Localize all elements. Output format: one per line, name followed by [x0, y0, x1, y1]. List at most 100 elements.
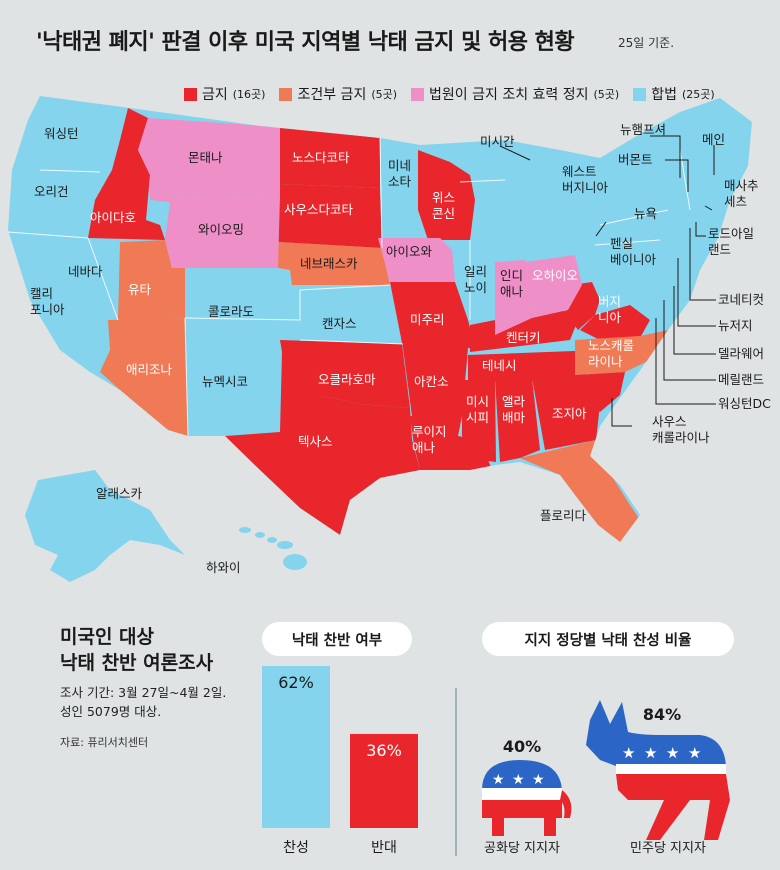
- legend-item-legal: 합법 (25곳): [633, 84, 715, 104]
- state-montana[interactable]: [138, 118, 280, 202]
- svg-text:★: ★: [666, 744, 679, 762]
- state-south-carolina[interactable]: [575, 372, 625, 412]
- party-category-label: 민주당 지지자: [630, 841, 706, 856]
- party-value-label: 40%: [503, 737, 541, 756]
- svg-text:★: ★: [532, 772, 545, 788]
- survey-info: 조사 기간: 3월 27일~4월 2일. 성인 5079명 대상.: [60, 683, 226, 721]
- legend-swatch-suspended: [411, 87, 425, 101]
- label-wyoming: 와이오밍: [198, 222, 244, 237]
- state-florida[interactable]: [520, 440, 640, 542]
- state-alaska[interactable]: [25, 470, 185, 582]
- label-maine: 메인: [702, 132, 725, 147]
- donkey-icon: ★ ★ ★ ★: [586, 700, 730, 840]
- state-wyoming[interactable]: [165, 192, 280, 268]
- state-labels: 워싱턴 오리건 캘리 포니아 네바다 아이다호 몬태나 와이오밍 유타 애리조나 …: [30, 122, 771, 575]
- label-utah: 유타: [128, 282, 152, 297]
- label-vermont: 버몬트: [618, 152, 653, 167]
- legend-label: 금지: [202, 87, 228, 103]
- bar-0: [262, 666, 330, 828]
- legend-swatch-legal: [633, 87, 647, 101]
- label-texas: 텍사스: [298, 434, 333, 449]
- state-missouri[interactable]: [390, 282, 475, 348]
- legend-item-suspended: 법원이 금지 조치 효력 정지 (5곳): [411, 84, 619, 104]
- bar-1: [350, 733, 418, 828]
- svg-text:★: ★: [622, 744, 635, 762]
- label-idaho: 아이다호: [90, 210, 136, 225]
- svg-text:★: ★: [644, 744, 657, 762]
- state-idaho[interactable]: [88, 108, 165, 240]
- label-new-hampshire: 뉴햄프셔: [620, 122, 666, 137]
- state-nebraska[interactable]: [278, 242, 390, 285]
- label-montana: 몬태나: [188, 150, 223, 165]
- label-new-jersey: 뉴저지: [718, 318, 753, 333]
- legend-swatch-conditional: [279, 87, 293, 101]
- label-alabama: 앨라 배마: [502, 394, 526, 425]
- legend-count: (5곳): [371, 88, 398, 101]
- label-west-virginia: 웨스트 버지니아: [562, 164, 609, 195]
- survey-title-line1: 미국인 대상: [60, 626, 155, 648]
- state-south-dakota[interactable]: [278, 184, 382, 248]
- state-arizona[interactable]: [100, 318, 188, 436]
- state-tennessee[interactable]: [468, 350, 600, 382]
- svg-text:★: ★: [688, 744, 701, 762]
- label-kansas: 캔자스: [322, 316, 357, 331]
- state-mississippi[interactable]: [462, 380, 496, 462]
- elephant-icon: ★ ★ ★: [482, 760, 572, 836]
- chart1-title: 낙태 찬반 여부: [262, 622, 412, 656]
- state-iowa[interactable]: [378, 238, 455, 282]
- svg-text:★: ★: [512, 772, 525, 788]
- state-texas[interactable]: [225, 352, 420, 535]
- state-kentucky[interactable]: [470, 308, 578, 352]
- bar-category-label: 반대: [371, 840, 397, 856]
- legend-count: (25곳): [681, 88, 715, 101]
- state-georgia[interactable]: [532, 375, 600, 450]
- bar-chart: 62% 찬성 36% 반대: [262, 666, 418, 856]
- state-indiana[interactable]: [495, 260, 532, 335]
- svg-text:★: ★: [492, 772, 505, 788]
- legend-item-conditional: 조건부 금지 (5곳): [279, 84, 397, 104]
- label-oklahoma: 오클라호마: [318, 372, 376, 387]
- label-minnesota: 미네 소타: [388, 158, 412, 189]
- label-michigan: 미시간: [480, 134, 515, 149]
- state-ohio[interactable]: [525, 255, 582, 318]
- label-south-carolina: 사우스 캐롤라이나: [652, 414, 710, 445]
- state-hawaii[interactable]: [239, 527, 307, 570]
- state-alabama[interactable]: [495, 378, 540, 462]
- label-south-dakota: 사우스다코타: [284, 202, 354, 217]
- page-title: '낙태권 폐지' 판결 이후 미국 지역별 낙태 금지 및 허용 현황: [36, 30, 575, 55]
- state-north-carolina[interactable]: [575, 330, 668, 375]
- state-louisiana[interactable]: [410, 416, 492, 470]
- label-dc: 워싱턴DC: [718, 396, 771, 411]
- survey-title: 미국인 대상 낙태 찬반 여론조사: [60, 624, 213, 676]
- party-value-label: 84%: [643, 705, 681, 724]
- bar-category-label: 찬성: [283, 840, 309, 856]
- label-delaware: 델라웨어: [718, 346, 764, 361]
- leader-lines: [499, 135, 716, 427]
- label-alaska: 알래스카: [96, 486, 143, 501]
- label-north-carolina: 노스캐롤 라이나: [588, 338, 634, 369]
- state-arkansas[interactable]: [403, 348, 468, 416]
- survey-source: 자료: 퓨리서치센터: [60, 736, 149, 749]
- legend-count: (5곳): [593, 88, 620, 101]
- state-oklahoma[interactable]: [280, 340, 410, 408]
- party-category-label: 공화당 지지자: [484, 841, 560, 856]
- party-chart: ★ ★ ★ ★ ★ ★ ★ 40% 공화당 지지자 84% 민주당 지지자: [482, 700, 730, 856]
- state-utah[interactable]: [118, 240, 185, 320]
- us-map: 워싱턴 오리건 캘리 포니아 네바다 아이다호 몬태나 와이오밍 유타 애리조나 …: [7, 96, 771, 582]
- label-wisconsin: 위스 콘신: [432, 190, 455, 221]
- label-north-dakota: 노스다코타: [292, 150, 350, 165]
- state-north-dakota[interactable]: [280, 127, 380, 188]
- divider: [455, 688, 457, 856]
- state-wisconsin[interactable]: [418, 150, 475, 240]
- state-virginia-north-part[interactable]: [580, 305, 650, 340]
- title-date-note: 25일 기준.: [618, 36, 675, 50]
- legend-label: 조건부 금지: [297, 87, 367, 103]
- label-florida: 플로리다: [540, 508, 587, 523]
- label-indiana: 인디 애나: [500, 268, 524, 299]
- survey-sample: 성인 5079명 대상.: [60, 704, 162, 719]
- legend: 금지 (16곳) 조건부 금지 (5곳) 법원이 금지 조치 효력 정지 (5곳) 합…: [184, 84, 715, 104]
- label-pennsylvania: 펜실 베이니아: [610, 236, 657, 267]
- survey-title-line2: 낙태 찬반 여론조사: [60, 652, 214, 674]
- label-iowa: 아이오와: [386, 244, 433, 259]
